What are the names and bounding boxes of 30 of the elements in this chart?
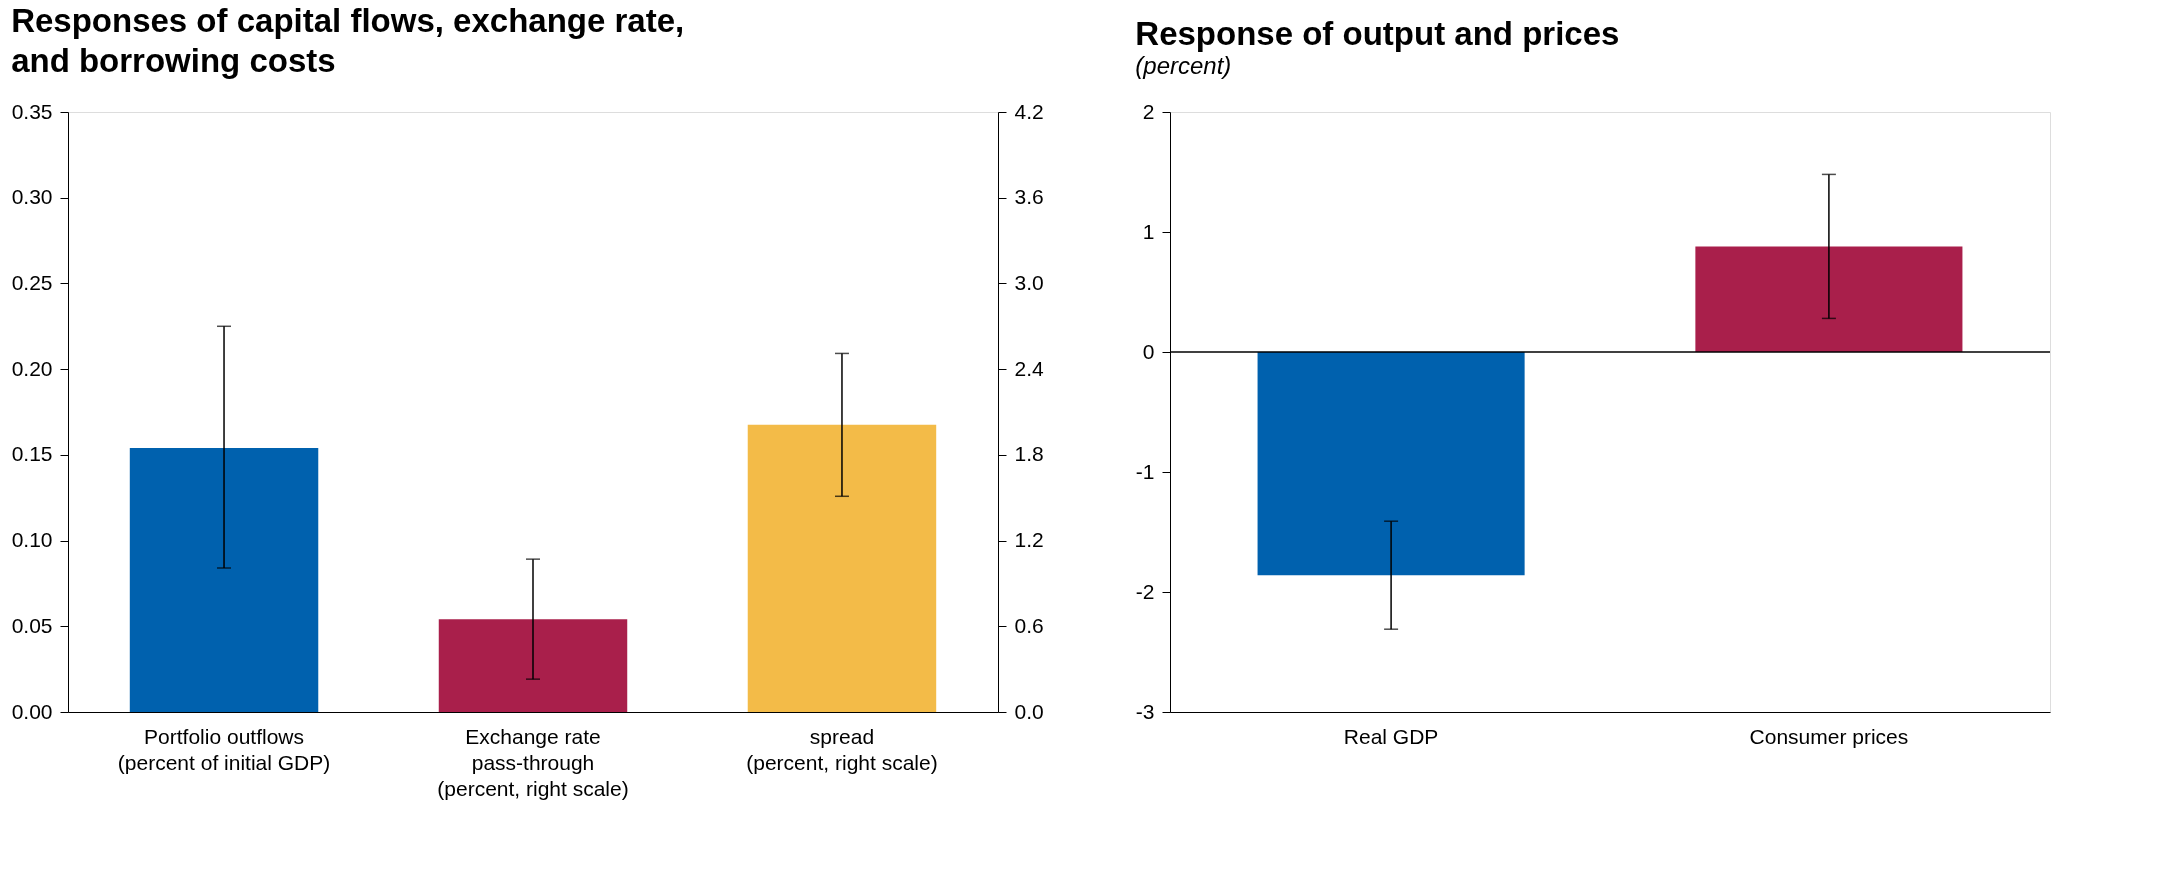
y-tick-label: -3	[1135, 699, 1155, 723]
y-tick-label: 0.10	[11, 528, 53, 552]
y-tick-label: 0.35	[11, 99, 53, 123]
x-tick-label: spread (percent, right scale)	[746, 724, 938, 774]
y-tick-label: 0.20	[11, 356, 53, 380]
y-tick-label: 1	[1142, 219, 1155, 243]
y2-tick-label: 1.2	[1014, 528, 1044, 552]
y2-tick-label: 3.0	[1014, 270, 1044, 294]
y-tick-label: 0	[1142, 339, 1155, 363]
y-tick-label: -1	[1135, 459, 1155, 483]
y2-tick-label: 1.8	[1014, 442, 1044, 466]
chart-title: Responses of capital flows, exchange rate, and borrowing costs	[11, 2, 685, 79]
y2-tick-label: 2.4	[1014, 356, 1045, 380]
x-tick-label: Consumer prices	[1749, 724, 1909, 748]
x-tick-label: Exchange rate pass-through (percent, right scale)	[437, 724, 629, 800]
y-tick-label: 0.05	[11, 613, 53, 637]
y-tick-label: 0.25	[11, 270, 53, 294]
x-tick-label: Portfolio outflows (percent of initial GDP)	[117, 724, 331, 774]
y2-tick-label: 4.2	[1014, 99, 1044, 123]
y-tick-label: -2	[1135, 579, 1155, 603]
y-tick-label: 0.00	[11, 699, 53, 723]
chart-title: Response of output and prices	[1135, 15, 1620, 52]
y2-tick-label: 3.6	[1014, 185, 1044, 209]
y-tick-label: 0.15	[11, 442, 53, 466]
x-tick-label: Real GDP	[1343, 724, 1439, 748]
y-tick-label: 0.30	[11, 185, 53, 209]
y-tick-label: 2	[1142, 99, 1155, 123]
chart-subtitle: (percent)	[1135, 52, 1232, 79]
y2-tick-label: 0.6	[1014, 613, 1044, 637]
y2-tick-label: 0.0	[1014, 699, 1044, 723]
